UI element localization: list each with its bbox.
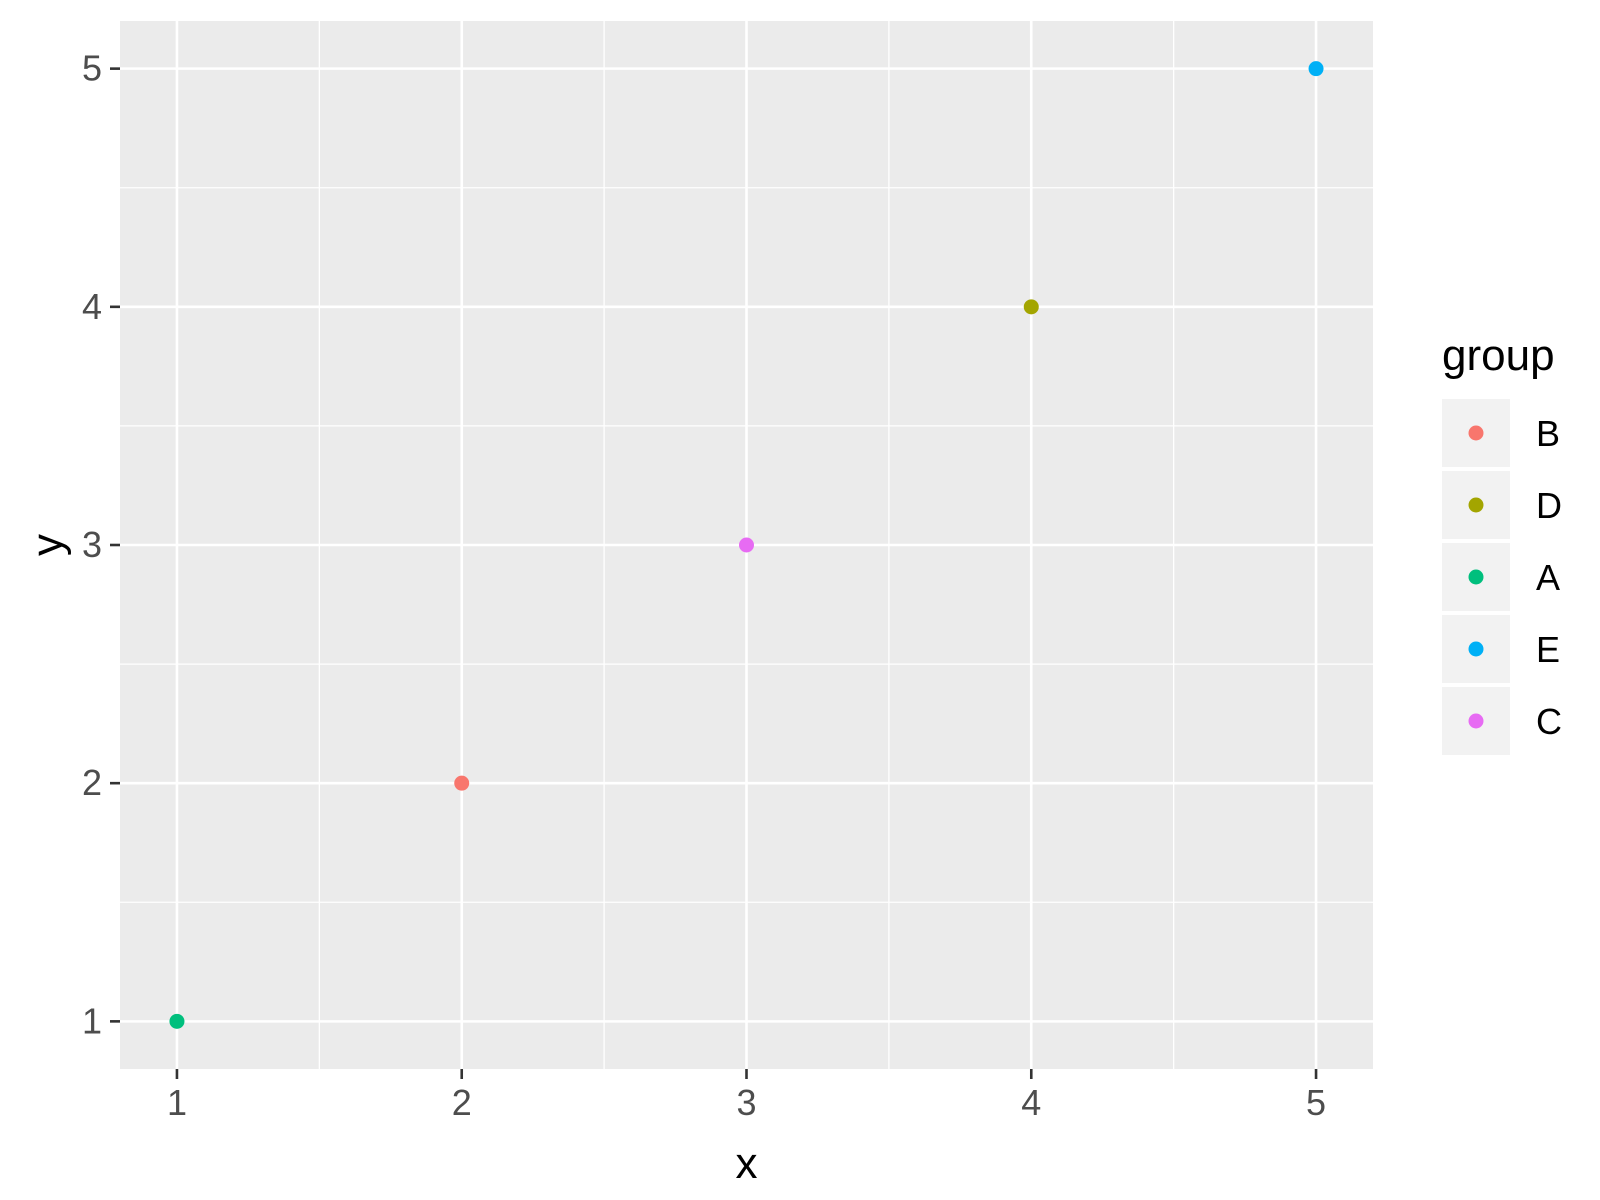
data-points: [169, 61, 1324, 1029]
legend-label: B: [1536, 413, 1560, 454]
legend-label: C: [1536, 701, 1562, 742]
data-point-E: [1308, 61, 1324, 77]
x-tick-label: 2: [452, 1082, 472, 1123]
legend-label: E: [1536, 629, 1560, 670]
legend-entry: D: [1442, 471, 1562, 539]
legend-entry: B: [1442, 399, 1560, 467]
y-tick-labels: 1 2 3 4 5: [82, 48, 102, 1042]
x-axis-title: x: [736, 1139, 758, 1188]
legend-entry: E: [1442, 615, 1560, 683]
x-tick-labels: 1 2 3 4 5: [167, 1082, 1326, 1123]
data-point-A: [169, 1013, 185, 1029]
y-tick-label: 5: [82, 48, 102, 89]
y-tick-label: 4: [82, 286, 102, 327]
legend-key-marker: [1468, 641, 1484, 657]
x-tick-label: 3: [736, 1082, 756, 1123]
y-axis-title: y: [23, 534, 72, 556]
y-tick-label: 3: [82, 524, 102, 565]
x-tick-label: 4: [1021, 1082, 1041, 1123]
legend-key-marker: [1468, 713, 1484, 729]
x-tick-label: 5: [1306, 1082, 1326, 1123]
axis-ticks: [110, 67, 1318, 1079]
legend-key-marker: [1468, 425, 1484, 441]
legend-entry: A: [1442, 543, 1560, 611]
data-point-D: [1023, 299, 1039, 315]
data-point-C: [739, 537, 754, 553]
legend-entry: C: [1442, 687, 1562, 755]
legend-label: D: [1536, 485, 1562, 526]
x-tick-label: 1: [167, 1082, 187, 1123]
legend-key-marker: [1468, 569, 1484, 585]
y-tick-label: 1: [82, 1000, 102, 1041]
legend-title: group: [1442, 331, 1555, 380]
legend-label: A: [1536, 557, 1560, 598]
legend-key-marker: [1468, 497, 1484, 513]
y-tick-label: 2: [82, 762, 102, 803]
data-point-B: [454, 775, 470, 791]
